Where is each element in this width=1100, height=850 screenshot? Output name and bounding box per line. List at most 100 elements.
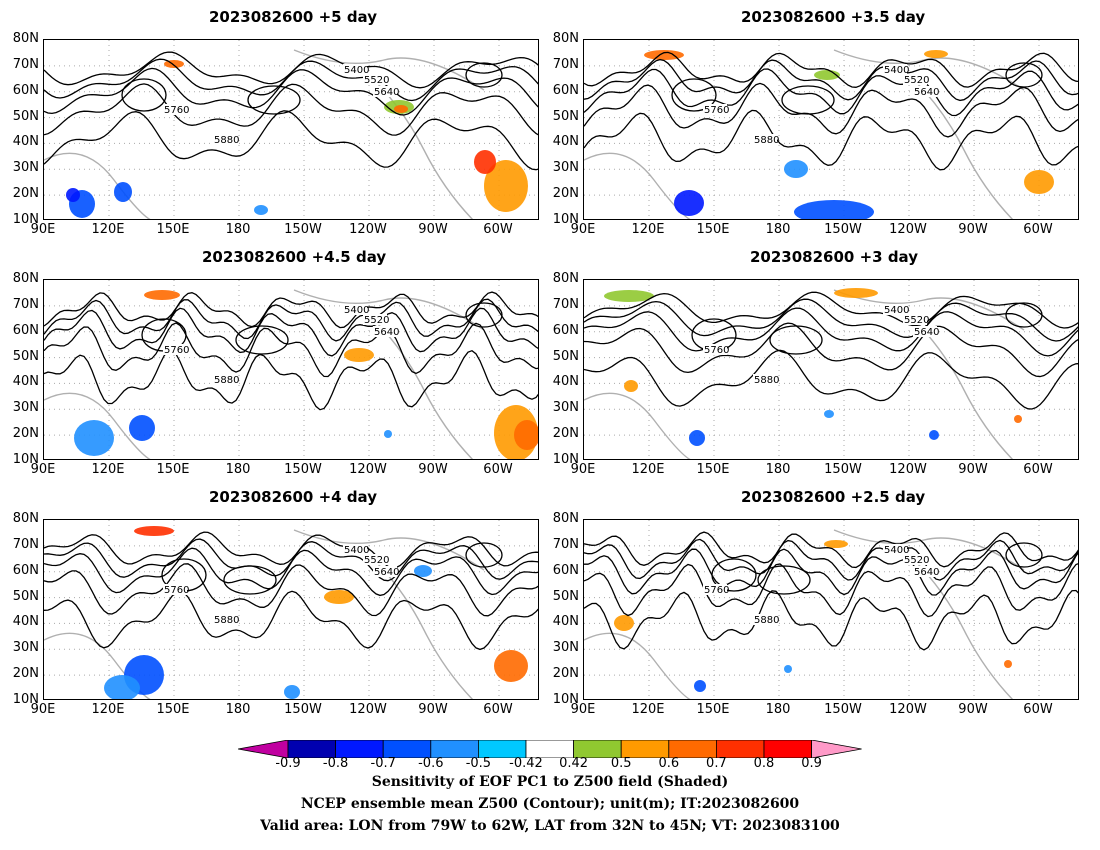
contour-label-bg	[373, 326, 397, 337]
lon-tick-label: 150E	[156, 462, 190, 477]
sensitivity-shading	[834, 288, 878, 298]
lat-tick-label: 10N	[552, 692, 579, 707]
lat-tick-label: 40N	[552, 614, 579, 630]
z500-closed-contour	[1005, 302, 1043, 328]
contour-label-bg	[703, 344, 727, 355]
z500-contour	[44, 590, 538, 651]
colorbar-tick-label: -0.5	[465, 756, 492, 771]
contour-label: 5880	[214, 615, 239, 626]
coastline	[44, 529, 485, 699]
lat-tick-label: 80N	[552, 511, 579, 526]
lon-tick-label: 150W	[284, 462, 322, 477]
contour-label-bg	[913, 566, 937, 577]
coastline	[584, 289, 1025, 459]
sensitivity-shading	[824, 410, 834, 418]
sensitivity-shading	[929, 430, 939, 440]
lat-tick-label: 70N	[12, 296, 39, 312]
lon-tick-label: 90W	[958, 462, 988, 477]
colorbar-right-arrow	[811, 740, 862, 758]
lon-tick-label: 90W	[418, 702, 448, 717]
lat-tick-label: 20N	[552, 426, 579, 442]
lon-tick-label: 60W	[1023, 462, 1053, 477]
contour-label: 5880	[754, 375, 779, 386]
lon-tick-label: 120E	[631, 462, 665, 477]
contour-label: 5640	[914, 87, 939, 98]
z500-contour	[44, 349, 538, 411]
colorbar-tick-label: 0.9	[801, 756, 822, 771]
contour-label: 5520	[364, 315, 389, 326]
sensitivity-shading	[514, 420, 538, 450]
z500-closed-contour	[1005, 62, 1043, 88]
lon-tick-label: 90E	[30, 222, 56, 237]
lon-tick-label: 60W	[483, 462, 513, 477]
lat-tick-label: 30N	[552, 640, 579, 656]
contour-label-bg	[883, 64, 907, 75]
lon-tick-label: 180	[225, 702, 251, 717]
lat-tick-label: 10N	[552, 212, 579, 227]
sensitivity-shading	[1024, 170, 1054, 194]
map-panel-5: 5400 5520 5640 5760 5880	[43, 519, 539, 700]
lon-tick-label: 120E	[91, 462, 125, 477]
contour-label-bg	[163, 344, 187, 355]
lon-tick-label: 60W	[1023, 702, 1053, 717]
contour-label-bg	[703, 584, 727, 595]
contour-label-bg	[363, 314, 387, 325]
z500-closed-contour	[465, 62, 503, 88]
panel-title-4: 2023082600 +3 day	[750, 248, 918, 266]
lat-tick-label: 70N	[552, 296, 579, 312]
lat-tick-label: 40N	[12, 614, 39, 630]
lat-tick-label: 20N	[552, 186, 579, 202]
sensitivity-shading	[924, 50, 948, 58]
lat-tick-label: 60N	[552, 322, 579, 338]
contour-label: 5640	[374, 327, 399, 338]
lon-tick-label: 120W	[349, 702, 387, 717]
lon-tick-label: 150E	[696, 462, 730, 477]
lon-tick-label: 90E	[570, 702, 596, 717]
lon-tick-label: 120E	[631, 702, 665, 717]
z500-contour	[584, 109, 1078, 171]
contour-label-bg	[753, 614, 777, 625]
lat-tick-label: 20N	[552, 666, 579, 682]
map-panel-3: 5400 5520 5640 5760 5880	[43, 279, 539, 460]
lat-tick-label: 50N	[552, 348, 579, 364]
contour-label-bg	[343, 304, 367, 315]
z500-contour	[44, 83, 538, 136]
lat-tick-label: 10N	[552, 452, 579, 467]
z500-contour	[584, 298, 1078, 342]
contour-label: 5880	[214, 135, 239, 146]
z500-contour	[584, 538, 1078, 581]
lat-tick-label: 70N	[552, 56, 579, 72]
contour-label-bg	[883, 544, 907, 555]
z500-contour	[44, 110, 538, 171]
lat-tick-label: 30N	[12, 160, 39, 176]
lat-tick-label: 20N	[12, 186, 39, 202]
contour-label-bg	[343, 544, 367, 555]
z500-closed-contour	[235, 325, 289, 355]
z500-closed-contour	[671, 78, 717, 112]
sensitivity-shading	[66, 188, 80, 202]
lat-tick-label: 30N	[12, 640, 39, 656]
sensitivity-shading	[484, 160, 528, 212]
z500-contour	[584, 58, 1078, 102]
colorbar-tick-label: 0.6	[658, 756, 680, 771]
sensitivity-shading	[794, 200, 874, 219]
lat-tick-label: 70N	[12, 536, 39, 552]
sensitivity-shading	[384, 430, 392, 438]
coastline	[44, 49, 485, 219]
sensitivity-shading	[104, 675, 140, 699]
map-panel-4: 5400 5520 5640 5760 5880	[583, 279, 1079, 460]
contour-label-bg	[703, 104, 727, 115]
lon-tick-label: 90E	[570, 222, 596, 237]
lon-tick-label: 60W	[1023, 222, 1053, 237]
contour-label-bg	[903, 74, 927, 85]
sensitivity-shading	[824, 540, 848, 548]
sensitivity-shading	[414, 565, 432, 577]
lon-tick-label: 150W	[284, 222, 322, 237]
lon-tick-label: 90W	[418, 222, 448, 237]
coastline	[584, 49, 1025, 219]
lat-tick-label: 20N	[12, 426, 39, 442]
contour-label: 5760	[704, 105, 729, 116]
lon-tick-label: 120E	[91, 222, 125, 237]
lat-tick-label: 40N	[12, 374, 39, 390]
